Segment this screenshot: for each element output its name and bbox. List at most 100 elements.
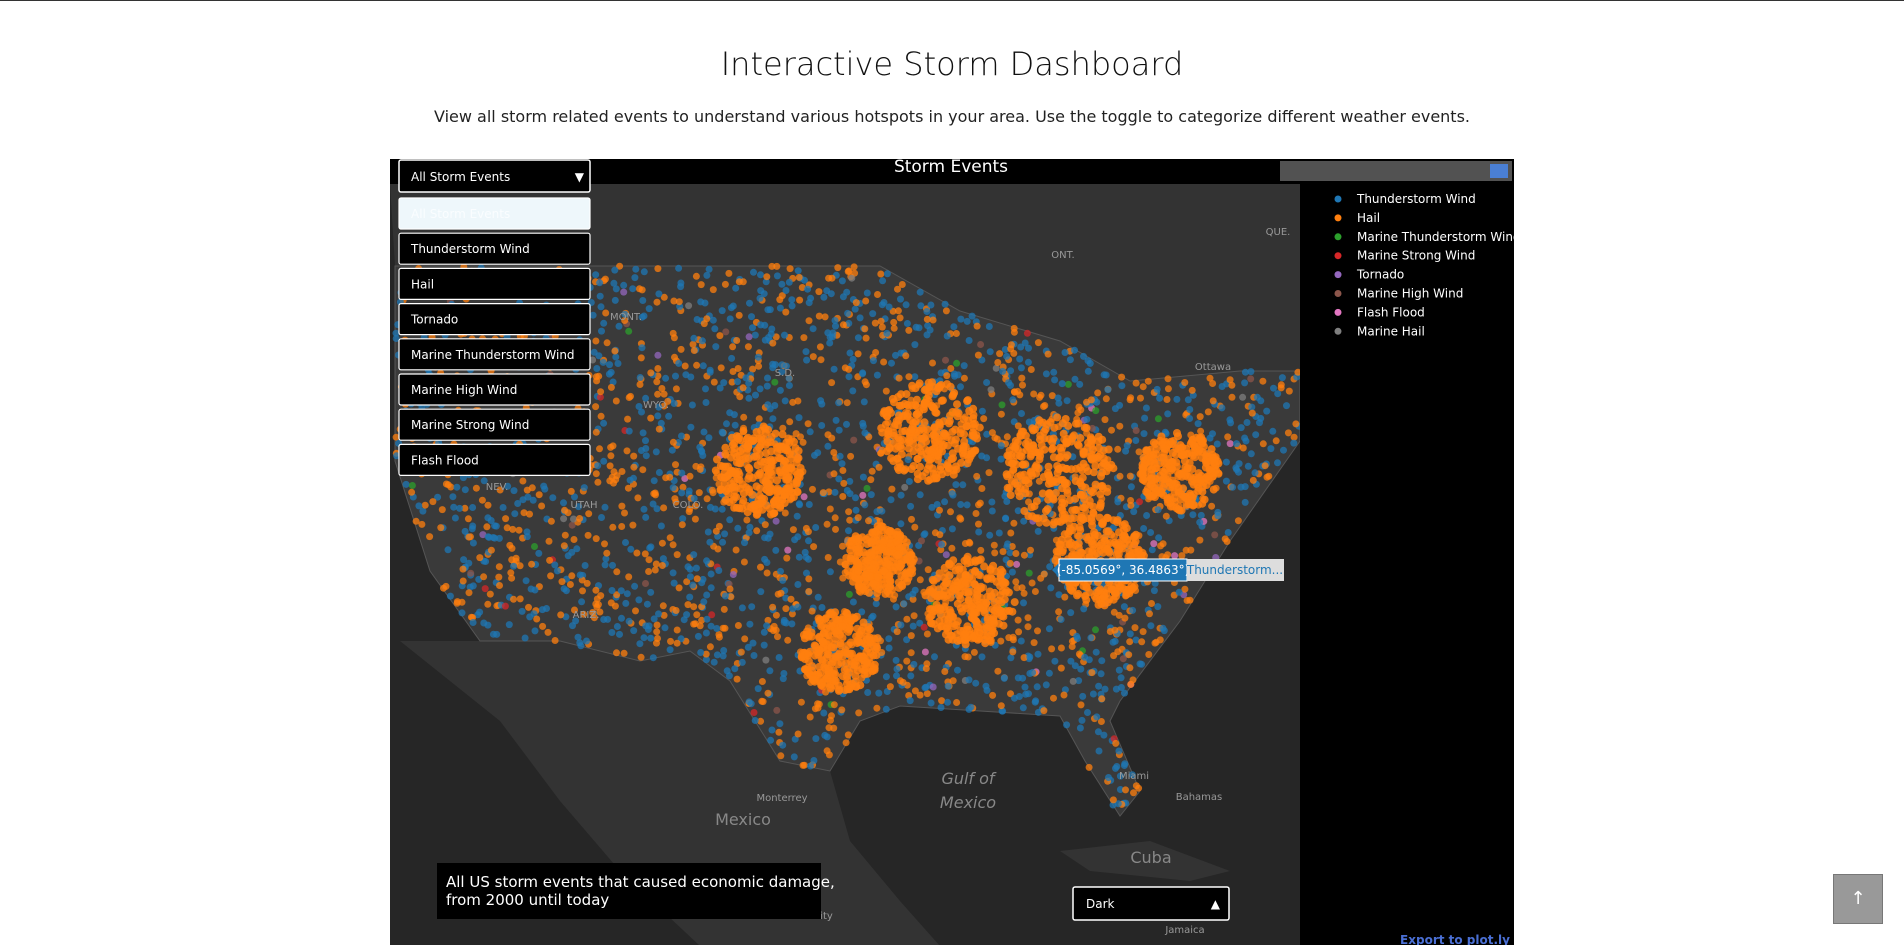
legend-label[interactable]: Marine Strong Wind [1357, 249, 1475, 263]
legend-label[interactable]: Flash Flood [1357, 305, 1425, 319]
legend-label[interactable]: Hail [1357, 211, 1380, 225]
theme-button[interactable] [1072, 886, 1230, 921]
storm-point [739, 426, 748, 435]
storm-point [816, 343, 824, 351]
storm-point [1003, 498, 1011, 505]
legend-marker[interactable] [1334, 195, 1342, 203]
storm-point [746, 620, 754, 628]
storm-point [1024, 614, 1032, 622]
storm-point [1154, 603, 1162, 611]
legend-marker[interactable] [1334, 233, 1342, 241]
storm-point [775, 654, 783, 661]
legend-marker[interactable] [1334, 214, 1342, 222]
storm-point [669, 484, 677, 492]
storm-point [503, 524, 511, 532]
storm-point [875, 689, 883, 697]
storm-point [1168, 464, 1177, 473]
storm-point [708, 611, 716, 619]
storm-point [974, 351, 982, 359]
plotly-logo[interactable] [1490, 164, 1508, 178]
event-dropdown[interactable]: All Storm Events ▼ All Storm EventsThund… [398, 159, 591, 476]
storm-point [877, 449, 885, 457]
storm-point [1046, 418, 1055, 427]
storm-point [868, 467, 876, 475]
storm-point [982, 682, 990, 690]
storm-point [639, 466, 647, 474]
modebar[interactable] [1280, 161, 1512, 181]
dropdown-option[interactable] [398, 408, 591, 441]
legend-marker[interactable] [1334, 252, 1342, 260]
storm-point [1040, 707, 1048, 715]
storm-point [1015, 492, 1024, 501]
storm-point [1011, 694, 1018, 702]
storm-point [1006, 470, 1015, 479]
theme-dropdown[interactable]: Dark ▲ [1072, 886, 1230, 921]
storm-point [774, 633, 781, 641]
legend-label[interactable]: Tornado [1356, 268, 1404, 282]
storm-point [882, 387, 890, 395]
storm-point [673, 551, 681, 559]
dropdown-button[interactable] [398, 159, 591, 193]
dropdown-option[interactable] [398, 303, 591, 336]
storm-point [709, 286, 717, 294]
dropdown-option[interactable] [398, 373, 591, 406]
storm-point [1196, 413, 1204, 421]
legend-label[interactable]: Marine High Wind [1357, 287, 1463, 301]
storm-point [864, 689, 872, 696]
storm-point [776, 720, 784, 728]
annotation-line: from 2000 until today [446, 891, 609, 909]
storm-point [1014, 507, 1022, 515]
storm-point [1006, 559, 1014, 567]
storm-point [713, 455, 721, 464]
storm-point [901, 465, 910, 474]
dropdown-option[interactable] [398, 197, 591, 230]
storm-point [393, 452, 401, 460]
storm-point [1105, 595, 1114, 604]
storm-point [1017, 364, 1025, 372]
storm-point [764, 616, 772, 624]
dropdown-option[interactable] [398, 267, 591, 300]
storm-point [1226, 376, 1234, 384]
dropdown-option-label: Hail [411, 277, 434, 291]
storm-point [782, 287, 790, 294]
legend-marker[interactable] [1334, 290, 1342, 297]
export-link[interactable]: Export to plot.ly [1400, 933, 1510, 945]
storm-point [1100, 536, 1109, 545]
legend-label[interactable]: Marine Thunderstorm Wind [1357, 230, 1521, 244]
storm-point [716, 384, 724, 392]
storm-point [519, 496, 527, 504]
dropdown-option[interactable] [398, 443, 591, 476]
legend-marker[interactable] [1334, 327, 1342, 335]
storm-point [933, 501, 941, 508]
storm-point [963, 559, 972, 568]
storm-point [1154, 506, 1162, 514]
legend-label[interactable]: Marine Hail [1357, 324, 1425, 338]
storm-point [1044, 350, 1052, 358]
storm-point [892, 351, 899, 359]
legend-marker[interactable] [1334, 271, 1342, 279]
storm-point [1294, 368, 1300, 376]
storm-point [741, 454, 750, 463]
storm-point [892, 603, 900, 611]
storm-point [831, 676, 840, 685]
storm-point [642, 513, 650, 521]
storm-point [721, 496, 730, 505]
storm-point [677, 283, 685, 291]
storm-point [580, 610, 588, 618]
storm-point [942, 307, 950, 315]
storm-point [687, 423, 695, 431]
dropdown-option[interactable] [398, 338, 591, 371]
storm-point [1061, 453, 1070, 462]
storm-point [844, 309, 852, 317]
storm-point [1154, 415, 1162, 423]
storm-point [651, 566, 659, 574]
storm-point [838, 706, 846, 714]
dropdown-option[interactable] [398, 232, 591, 265]
storm-point [622, 599, 630, 607]
legend-label[interactable]: Thunderstorm Wind [1356, 192, 1476, 206]
storm-point [1078, 473, 1087, 482]
storm-point [1074, 589, 1083, 598]
back-to-top[interactable]: ↑ [1833, 874, 1883, 924]
legend-marker[interactable] [1334, 308, 1342, 316]
